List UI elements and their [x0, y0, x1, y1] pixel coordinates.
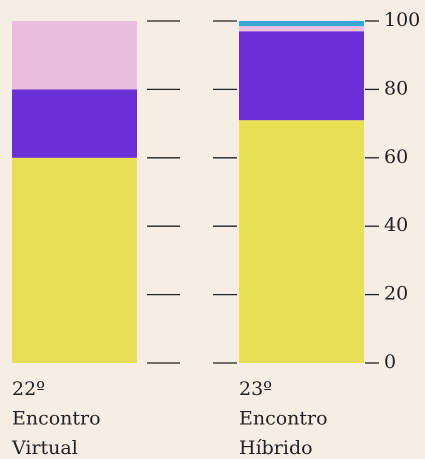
- x-tick-label-line: Encontro: [239, 408, 328, 430]
- bar-segment: [12, 157, 137, 363]
- x-tick-label: 23º Encontro Híbrido: [239, 378, 328, 459]
- y-tick-label: 80: [384, 77, 408, 99]
- x-tick-label-line: Híbrido: [239, 437, 313, 459]
- y-tick-label: 60: [384, 146, 408, 168]
- x-tick-label-line: 22º: [12, 378, 45, 400]
- x-tick-label: 22º Encontro Virtual: [11, 378, 101, 459]
- bar-segment: [12, 89, 137, 158]
- bar-segment: [239, 21, 364, 27]
- y-tick-label: 0: [384, 351, 396, 373]
- y-tick-label: 20: [384, 283, 408, 305]
- bar-segment: [239, 120, 364, 364]
- y-tick-label: 40: [384, 214, 408, 236]
- x-tick-label-line: Virtual: [11, 437, 78, 459]
- x-tick-label-line: 23º: [239, 378, 272, 400]
- bar-segment: [239, 26, 364, 32]
- bar-segment: [12, 21, 137, 90]
- x-tick-label-line: Encontro: [12, 408, 101, 430]
- y-tick-label: 100: [384, 9, 420, 31]
- bar-segment: [239, 31, 364, 121]
